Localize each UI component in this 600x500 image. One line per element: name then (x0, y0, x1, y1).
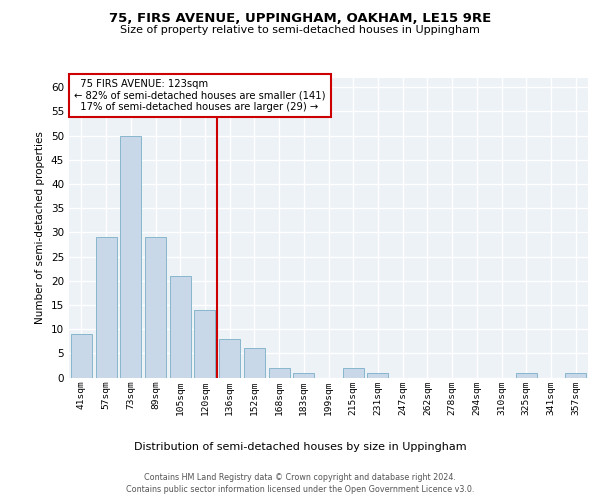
Bar (516, 372, 537, 378)
Text: Size of property relative to semi-detached houses in Uppingham: Size of property relative to semi-detach… (120, 25, 480, 35)
Text: Contains HM Land Registry data © Crown copyright and database right 2024.: Contains HM Land Registry data © Crown c… (144, 472, 456, 482)
Bar (194, 310, 215, 378)
Bar (269, 368, 290, 378)
Bar (565, 372, 586, 378)
Bar (367, 372, 388, 378)
Bar (244, 348, 265, 378)
Bar (71, 334, 92, 378)
Y-axis label: Number of semi-detached properties: Number of semi-detached properties (35, 131, 46, 324)
Bar (343, 368, 364, 378)
Bar (170, 276, 191, 378)
Bar (120, 136, 141, 378)
Text: 75, FIRS AVENUE, UPPINGHAM, OAKHAM, LE15 9RE: 75, FIRS AVENUE, UPPINGHAM, OAKHAM, LE15… (109, 12, 491, 26)
Text: Contains public sector information licensed under the Open Government Licence v3: Contains public sector information licen… (126, 485, 474, 494)
Text: 75 FIRS AVENUE: 123sqm
← 82% of semi-detached houses are smaller (141)
  17% of : 75 FIRS AVENUE: 123sqm ← 82% of semi-det… (74, 79, 326, 112)
Bar (219, 339, 240, 378)
Bar (95, 237, 116, 378)
Bar (293, 372, 314, 378)
Text: Distribution of semi-detached houses by size in Uppingham: Distribution of semi-detached houses by … (134, 442, 466, 452)
Bar (145, 237, 166, 378)
